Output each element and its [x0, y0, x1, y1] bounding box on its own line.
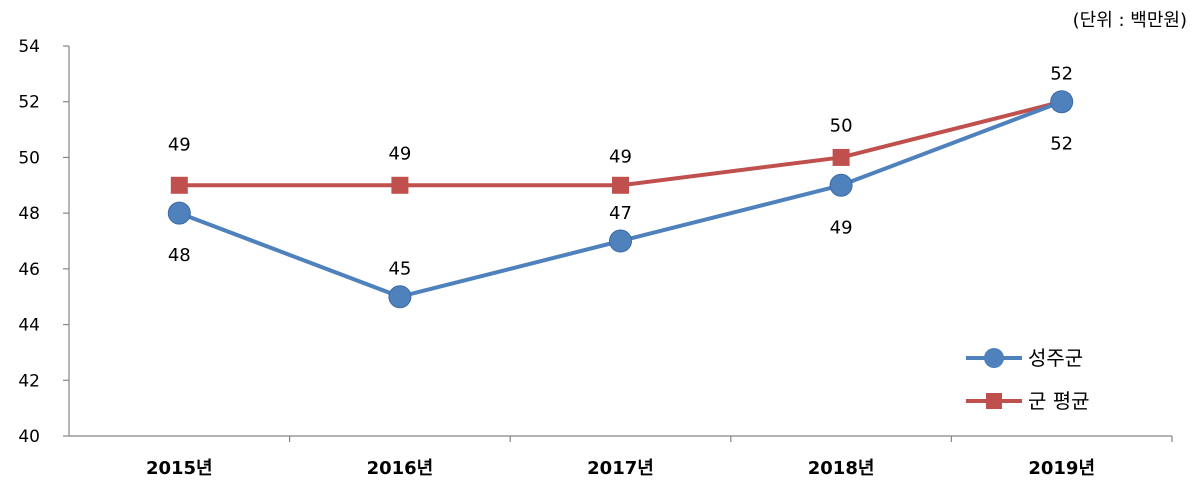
- data-point: [609, 229, 632, 253]
- y-tick-label: 50: [18, 148, 40, 168]
- data-label: 48: [168, 245, 191, 266]
- data-point: [829, 173, 853, 197]
- y-tick-label: 44: [18, 316, 40, 336]
- data-label: 49: [168, 134, 191, 155]
- series-layer: [167, 90, 1074, 309]
- data-label: 49: [830, 217, 853, 238]
- data-label: 50: [830, 115, 853, 136]
- data-label: 52: [1050, 134, 1073, 155]
- legend-label: 성주군: [1028, 346, 1083, 370]
- series-line: [178, 99, 1063, 299]
- data-point: [170, 176, 188, 194]
- data-label: 47: [609, 203, 632, 224]
- y-tick-label: 52: [18, 93, 40, 113]
- data-point: [391, 176, 409, 194]
- y-tick-label: 54: [18, 37, 40, 57]
- y-tick-label: 48: [18, 204, 40, 224]
- legend-marker: [986, 393, 1002, 409]
- y-tick-label: 40: [18, 427, 40, 447]
- data-label: 49: [388, 143, 411, 164]
- legend-marker: [984, 348, 1004, 368]
- data-point: [612, 176, 629, 194]
- unit-label: (단위 : 백만원): [1072, 10, 1187, 31]
- x-tick-label: 2016년: [367, 458, 434, 479]
- data-point: [832, 148, 850, 166]
- data-label: 49: [609, 146, 632, 167]
- data-label: 45: [388, 259, 411, 280]
- x-tick-label: 2018년: [808, 458, 875, 479]
- data-labels: 48 45 47 49 52 49 49 49 50 52: [168, 64, 1073, 280]
- x-tick-label: 2019년: [1028, 458, 1095, 479]
- data-point: [1050, 90, 1074, 114]
- y-tick-label: 42: [18, 371, 40, 391]
- y-tick-label: 46: [18, 260, 40, 280]
- data-point: [167, 201, 191, 225]
- chart-axes: 40 42 44 46 48 50 52 54 2015년 2016년 2017년 2018년 2019…: [18, 37, 1173, 479]
- series-line: [179, 99, 1063, 188]
- x-tick-label: 2017년: [587, 458, 654, 479]
- data-point: [388, 285, 412, 309]
- x-tick-label: 2015년: [146, 458, 213, 479]
- legend-label: 군 평균: [1028, 389, 1090, 413]
- data-label: 52: [1050, 64, 1073, 85]
